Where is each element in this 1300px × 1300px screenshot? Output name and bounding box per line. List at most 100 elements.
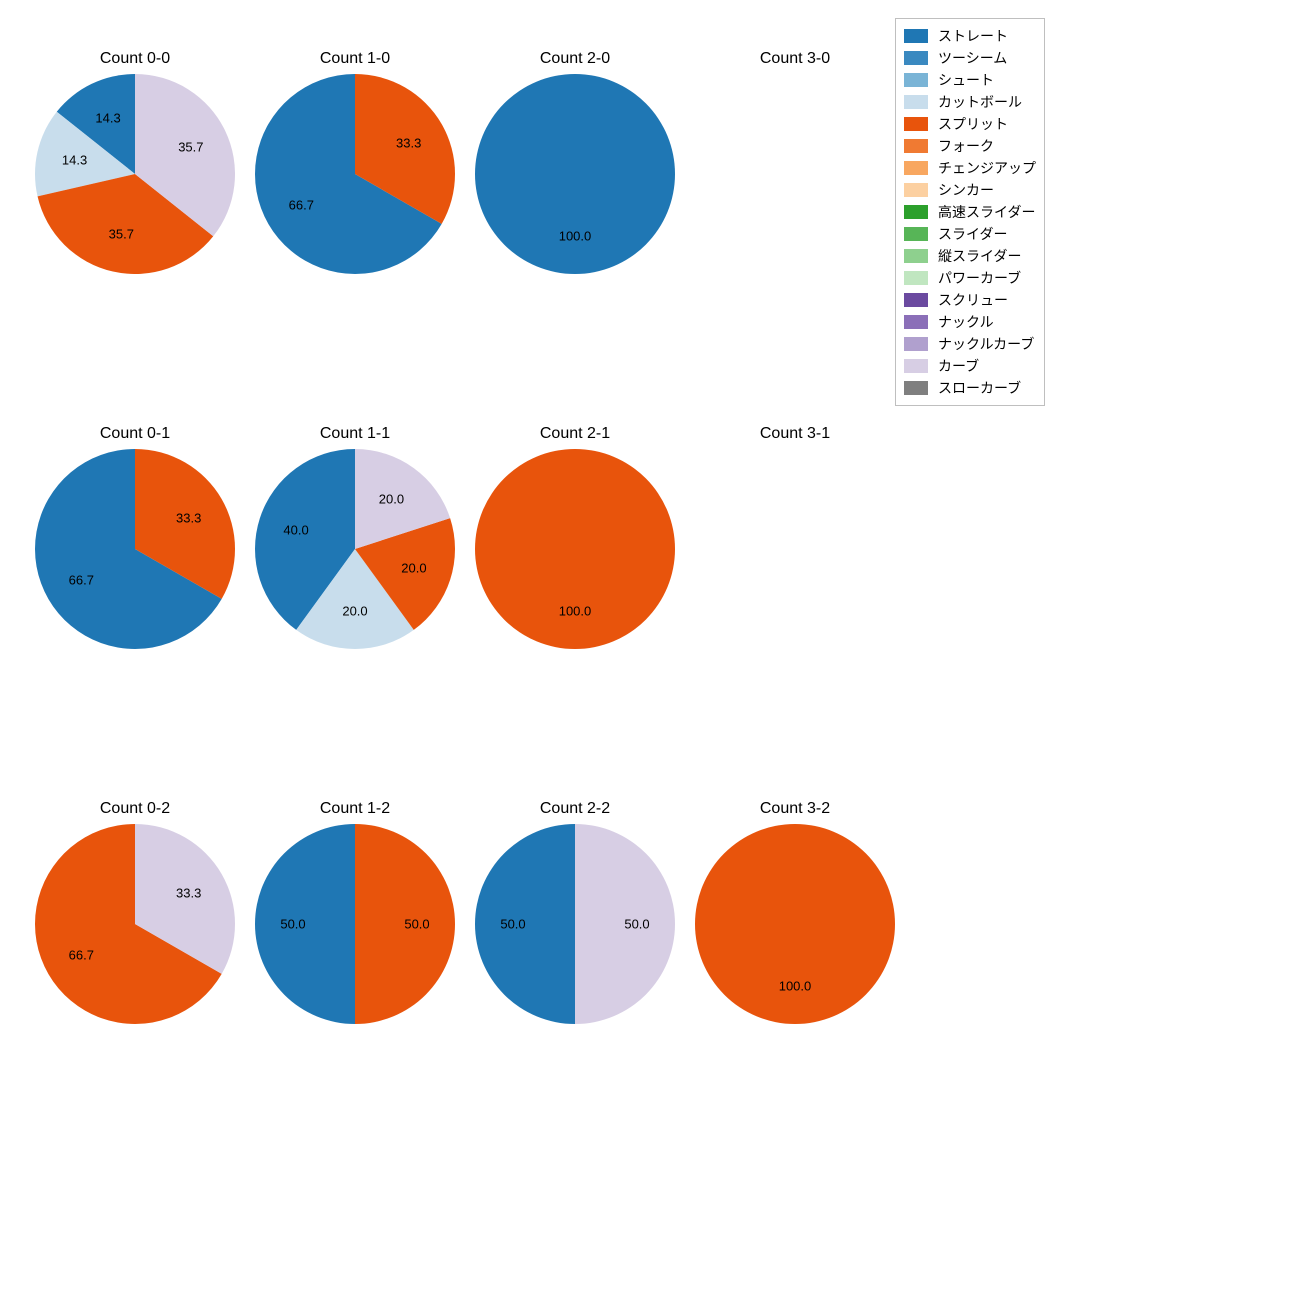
legend-swatch [904, 315, 928, 329]
legend-label: フォーク [938, 136, 994, 156]
legend-item: ナックル [904, 311, 1036, 333]
legend-item: カットボール [904, 91, 1036, 113]
chart-grid: Count 0-0 14.3 14.3 35.7 35.7 Count 1-0 66.7 33… [0, 0, 1300, 1300]
legend-item: スプリット [904, 113, 1036, 135]
chart-title: Count 0-0 [25, 50, 245, 68]
pie-slice-label: 33.3 [176, 510, 201, 525]
pie-chart: Count 1-1 40.0 20.0 20.0 20.0 [245, 425, 465, 705]
pie: 100.0 [695, 824, 895, 1024]
pie-slice-label: 20.0 [379, 491, 404, 506]
legend-swatch [904, 205, 928, 219]
pie-chart: Count 0-0 14.3 14.3 35.7 35.7 [25, 50, 245, 330]
legend-item: ツーシーム [904, 47, 1036, 69]
legend-item: スライダー [904, 223, 1036, 245]
pie-slice-label: 100.0 [779, 979, 812, 994]
legend-swatch [904, 139, 928, 153]
legend-swatch [904, 227, 928, 241]
pie-slice-label: 100.0 [559, 229, 592, 244]
pie: 14.3 14.3 35.7 35.7 [35, 74, 235, 274]
pie-slice-label: 35.7 [109, 227, 134, 242]
pie-slice-label: 20.0 [342, 604, 367, 619]
legend-item: ストレート [904, 25, 1036, 47]
pie: 100.0 [475, 74, 675, 274]
legend-label: スプリット [938, 114, 1008, 134]
pie: 66.7 33.3 [35, 449, 235, 649]
chart-title: Count 2-1 [465, 425, 685, 443]
legend-label: シュート [938, 70, 994, 90]
legend-label: チェンジアップ [938, 158, 1036, 178]
legend-item: シンカー [904, 179, 1036, 201]
pie: 100.0 [475, 449, 675, 649]
legend-swatch [904, 271, 928, 285]
legend-swatch [904, 293, 928, 307]
chart-title: Count 1-1 [245, 425, 465, 443]
legend-label: スローカーブ [938, 378, 1021, 398]
legend-label: ツーシーム [938, 48, 1007, 68]
chart-title: Count 3-2 [685, 800, 905, 818]
pie-slice-label: 50.0 [404, 917, 429, 932]
pie-chart: Count 0-166.733.3 [25, 425, 245, 705]
pie: 50.050.0 [475, 824, 675, 1024]
chart-title: Count 1-0 [245, 50, 465, 68]
pie-chart: Count 2-1 100.0 [465, 425, 685, 705]
legend-label: 高速スライダー [938, 202, 1035, 222]
legend-label: カットボール [938, 92, 1022, 112]
legend-swatch [904, 73, 928, 87]
pie-slice-label: 66.7 [289, 198, 314, 213]
pie-chart: Count 0-266.733.3 [25, 800, 245, 1080]
legend-label: カーブ [938, 356, 979, 376]
legend-item: 高速スライダー [904, 201, 1036, 223]
legend-swatch [904, 51, 928, 65]
legend-item: 縦スライダー [904, 245, 1036, 267]
legend-item: チェンジアップ [904, 157, 1036, 179]
pie-chart: Count 2-2 50.050.0 [465, 800, 685, 1080]
legend-item: シュート [904, 69, 1036, 91]
legend-swatch [904, 117, 928, 131]
legend-swatch [904, 29, 928, 43]
pie-chart: Count 1-0 66.7 33.3 [245, 50, 465, 330]
pie-slice-label: 40.0 [283, 522, 308, 537]
pie-slice-label: 66.7 [69, 948, 94, 963]
pie-slice-label: 20.0 [401, 561, 426, 576]
pie-slice-label: 50.0 [624, 917, 649, 932]
chart-title: Count 3-0 [685, 50, 905, 68]
pie-slice-label: 33.3 [396, 135, 421, 150]
pie: 66.7 33.3 [35, 824, 235, 1024]
legend-swatch [904, 381, 928, 395]
pie-slice-label: 14.3 [95, 111, 120, 126]
legend-label: スライダー [938, 224, 1007, 244]
legend-label: パワーカーブ [938, 268, 1021, 288]
chart-title: Count 2-0 [465, 50, 685, 68]
legend-label: シンカー [938, 180, 994, 200]
pie-slice-label: 100.0 [559, 604, 592, 619]
pie-slice-label: 50.0 [280, 917, 305, 932]
pie-chart: Count 1-2 50.0 50.0 [245, 800, 465, 1080]
pie: 50.0 50.0 [255, 824, 455, 1024]
pie-chart: Count 3-2 100.0 [685, 800, 905, 1080]
chart-title: Count 3-1 [685, 425, 905, 443]
pie [695, 449, 895, 649]
legend-swatch [904, 359, 928, 373]
legend-item: ナックルカーブ [904, 333, 1036, 355]
legend: ストレートツーシームシュートカットボールスプリットフォークチェンジアップシンカー… [895, 18, 1045, 406]
legend-swatch [904, 249, 928, 263]
pie-chart: Count 2-0 100.0 [465, 50, 685, 330]
chart-title: Count 1-2 [245, 800, 465, 818]
legend-label: ストレート [938, 26, 1008, 46]
pie: 40.0 20.0 20.0 20.0 [255, 449, 455, 649]
pie-chart: Count 3-0 [685, 50, 905, 330]
legend-label: スクリュー [938, 290, 1008, 310]
legend-label: ナックルカーブ [938, 334, 1034, 354]
pie-slice-label: 33.3 [176, 885, 201, 900]
legend-item: フォーク [904, 135, 1036, 157]
legend-item: パワーカーブ [904, 267, 1036, 289]
legend-swatch [904, 337, 928, 351]
legend-label: 縦スライダー [938, 246, 1021, 266]
legend-swatch [904, 183, 928, 197]
pie-slice-label: 66.7 [69, 573, 94, 588]
pie-slice-label: 14.3 [62, 153, 87, 168]
pie-slice-label: 35.7 [178, 140, 203, 155]
chart-title: Count 2-2 [465, 800, 685, 818]
legend-swatch [904, 161, 928, 175]
pie-chart: Count 3-1 [685, 425, 905, 705]
